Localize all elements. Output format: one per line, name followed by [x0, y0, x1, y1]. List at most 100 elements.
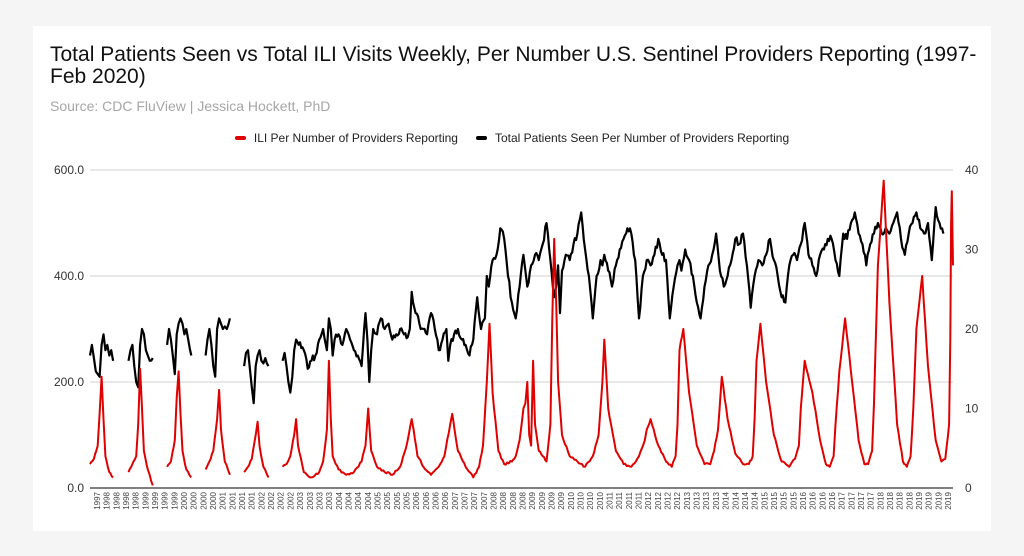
x-tick-label: 2012: [644, 491, 653, 509]
x-tick-label: 2010: [586, 491, 595, 509]
x-tick-label: 2001: [219, 491, 228, 509]
x-tick-label: 2008: [519, 491, 528, 509]
x-tick-label: 2010: [596, 491, 605, 509]
chart-card: Total Patients Seen vs Total ILI Visits …: [33, 26, 991, 531]
x-tick-label: 2007: [451, 491, 460, 509]
series-line-ili: [243, 420, 270, 478]
x-tick-label: 2013: [693, 491, 702, 509]
series-line-ili: [127, 367, 154, 486]
series-line-ili: [204, 388, 231, 476]
x-tick-label: 2010: [567, 491, 576, 509]
x-tick-label: 2001: [238, 491, 247, 509]
x-tick-label: 2015: [780, 491, 789, 509]
x-tick-label: 2003: [315, 491, 324, 509]
x-tick-label: 2013: [683, 491, 692, 509]
x-tick-label: 2011: [615, 491, 624, 509]
x-tick-label: 2017: [847, 491, 856, 509]
right-tick-label: 10: [965, 402, 979, 416]
series-line-total-patients: [243, 349, 270, 405]
x-tick-label: 2008: [489, 491, 498, 509]
x-tick-label: 2003: [325, 491, 334, 509]
right-tick-label: 40: [965, 163, 979, 177]
x-tick-label: 2008: [509, 491, 518, 509]
x-tick-label: 1998: [132, 491, 141, 509]
x-tick-label: 2011: [625, 491, 634, 509]
legend: ILI Per Number of Providers Reporting To…: [33, 131, 991, 145]
x-tick-label: 2010: [577, 491, 586, 509]
series-line-total-patients: [166, 317, 193, 376]
x-tick-label: 2012: [664, 491, 673, 509]
x-tick-label: 2015: [789, 491, 798, 509]
x-tick-label: 2006: [441, 491, 450, 509]
chart-subtitle: Source: CDC FluView | Jessica Hockett, P…: [50, 98, 331, 114]
x-tick-label: 2009: [557, 491, 566, 509]
legend-item-total-patients[interactable]: Total Patients Seen Per Number of Provid…: [475, 131, 790, 145]
x-tick-label: 2017: [838, 491, 847, 509]
left-tick-label: 0.0: [67, 481, 84, 495]
x-tick-label: 2005: [402, 491, 411, 509]
x-tick-label: 2016: [809, 491, 818, 509]
x-tick-label: 2009: [548, 491, 557, 509]
x-tick-label: 2005: [383, 491, 392, 509]
x-tick-label: 2018: [886, 491, 895, 509]
x-tick-label: 2005: [393, 491, 402, 509]
x-tick-label: 2011: [606, 491, 615, 509]
x-tick-label: 2004: [364, 491, 373, 509]
x-tick-label: 2000: [190, 491, 199, 509]
right-tick-label: 20: [965, 322, 979, 336]
x-tick-label: 2000: [180, 491, 189, 509]
left-tick-label: 600.0: [54, 163, 84, 177]
x-tick-label: 2006: [412, 491, 421, 509]
x-tick-label: 2007: [460, 491, 469, 509]
x-tick-label: 2002: [286, 491, 295, 509]
x-tick-label: 2016: [828, 491, 837, 509]
x-tick-label: 2001: [228, 491, 237, 509]
x-tick-label: 2015: [770, 491, 779, 509]
x-tick-label: 2006: [431, 491, 440, 509]
x-tick-label: 2012: [654, 491, 663, 509]
x-tick-label: 1999: [141, 491, 150, 509]
left-tick-label: 200.0: [54, 375, 84, 389]
x-tick-label: 2004: [344, 491, 353, 509]
x-tick-label: 2004: [354, 491, 363, 509]
right-tick-label: 30: [965, 243, 979, 257]
x-tick-label: 2002: [277, 491, 286, 509]
x-tick-label: 1998: [103, 491, 112, 509]
x-tick-label: 2009: [538, 491, 547, 509]
x-tick-label: 1999: [170, 491, 179, 509]
legend-swatch-total-patients: [475, 136, 487, 140]
legend-item-ili[interactable]: ILI Per Number of Providers Reporting: [234, 131, 458, 145]
x-tick-label: 2014: [751, 491, 760, 509]
x-tick-label: 2005: [373, 491, 382, 509]
x-tick-label: 2015: [760, 491, 769, 509]
x-tick-label: 2011: [635, 491, 644, 509]
x-axis-ticks: 1997 1998 1998 1998 1998 1999 1999 1999 1999 2000…: [93, 491, 953, 509]
right-tick-label: 0: [965, 481, 972, 495]
x-tick-label: 2013: [712, 491, 721, 509]
x-tick-label: 2007: [480, 491, 489, 509]
series-line-total-patients: [88, 333, 115, 378]
x-tick-label: 2016: [799, 491, 808, 509]
x-tick-label: 2008: [499, 491, 508, 509]
series-line-ili: [166, 370, 193, 479]
x-tick-label: 1997: [93, 491, 102, 509]
series-line-total-patients: [127, 327, 154, 389]
left-axis-ticks: 0.0 200.0 400.0 600.0: [54, 163, 84, 495]
x-tick-label: 2000: [209, 491, 218, 509]
left-tick-label: 400.0: [54, 269, 84, 283]
series-line-total-patients: [204, 317, 231, 378]
x-tick-label: 2014: [741, 491, 750, 509]
x-tick-label: 2003: [306, 491, 315, 509]
x-tick-label: 2000: [199, 491, 208, 509]
x-tick-label: 2018: [905, 491, 914, 509]
x-tick-label: 1999: [151, 491, 160, 509]
x-tick-label: 2017: [867, 491, 876, 509]
legend-label-total-patients: Total Patients Seen Per Number of Provid…: [494, 131, 790, 145]
x-tick-label: 2019: [944, 491, 953, 509]
x-tick-label: 2001: [248, 491, 257, 509]
legend-label-ili: ILI Per Number of Providers Reporting: [253, 131, 458, 145]
series-lines: [88, 179, 954, 486]
x-tick-label: 1999: [161, 491, 170, 509]
series-line-total-patients: [281, 206, 945, 394]
